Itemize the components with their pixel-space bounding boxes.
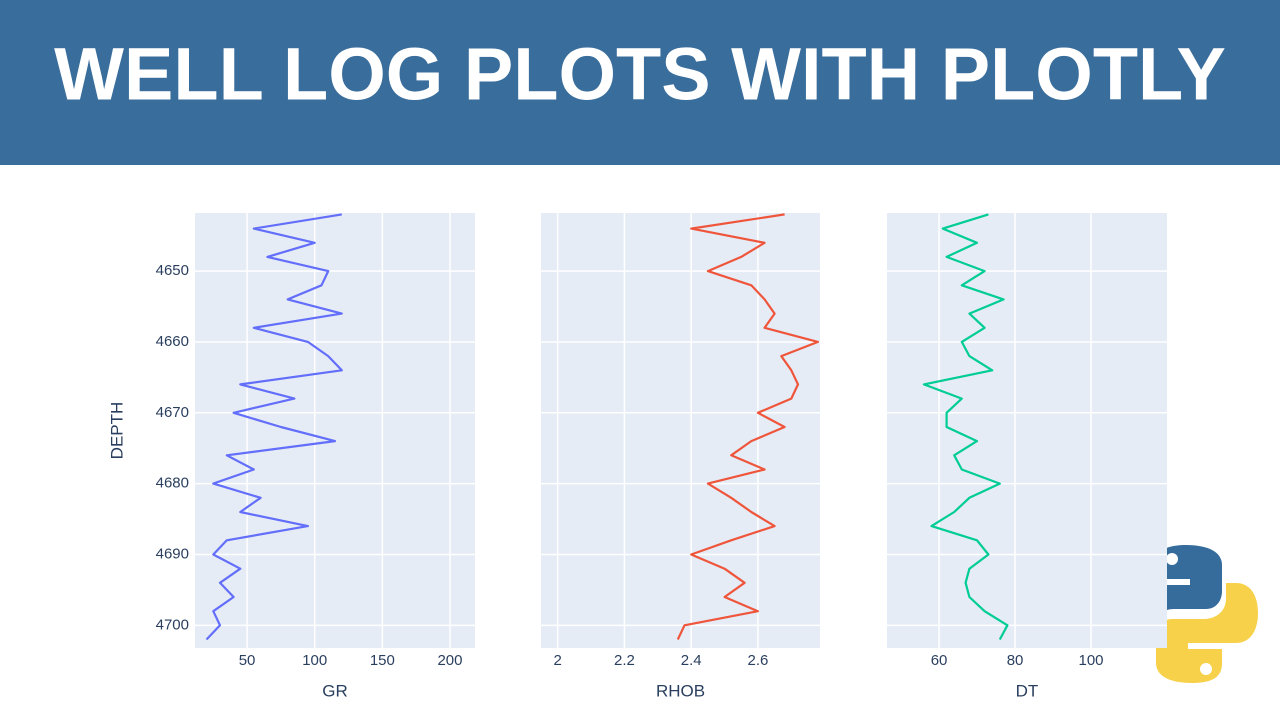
log-curve xyxy=(922,213,1009,641)
x-tick-label: 60 xyxy=(931,652,948,669)
y-tick-label: 4680 xyxy=(156,475,189,492)
x-tick-label: 150 xyxy=(370,652,395,669)
logo-yellow xyxy=(1156,583,1258,683)
x-tick-label: 100 xyxy=(1079,652,1104,669)
plot-area xyxy=(887,213,1167,648)
x-tick-label: 100 xyxy=(302,652,327,669)
x-axis-label: RHOB xyxy=(656,681,705,700)
logo-eye xyxy=(1166,553,1178,565)
y-axis-label: DEPTH xyxy=(107,402,126,460)
y-tick-label: 4650 xyxy=(156,262,189,279)
log-curve xyxy=(676,213,820,640)
x-tick-label: 2.4 xyxy=(681,652,702,669)
x-axis-label: DT xyxy=(1016,681,1039,700)
x-tick-label: 50 xyxy=(239,652,256,669)
x-axis-label: GR xyxy=(322,681,348,700)
logo-eye xyxy=(1200,663,1212,675)
x-tick-label: 80 xyxy=(1007,652,1024,669)
y-tick-label: 4700 xyxy=(156,616,189,633)
x-tick-label: 200 xyxy=(437,652,462,669)
x-tick-label: 2.2 xyxy=(614,652,635,669)
x-tick-label: 2 xyxy=(554,652,562,669)
plot-area xyxy=(541,213,820,648)
y-tick-label: 4670 xyxy=(156,404,189,421)
y-tick-label: 4660 xyxy=(156,333,189,350)
banner-title: WELL LOG PLOTS WITH PLOTLY xyxy=(54,33,1226,116)
x-tick-label: 2.6 xyxy=(747,652,768,669)
plot-area xyxy=(195,213,475,648)
log-curve xyxy=(205,213,343,641)
banner xyxy=(0,0,1280,165)
y-tick-label: 4690 xyxy=(156,545,189,562)
